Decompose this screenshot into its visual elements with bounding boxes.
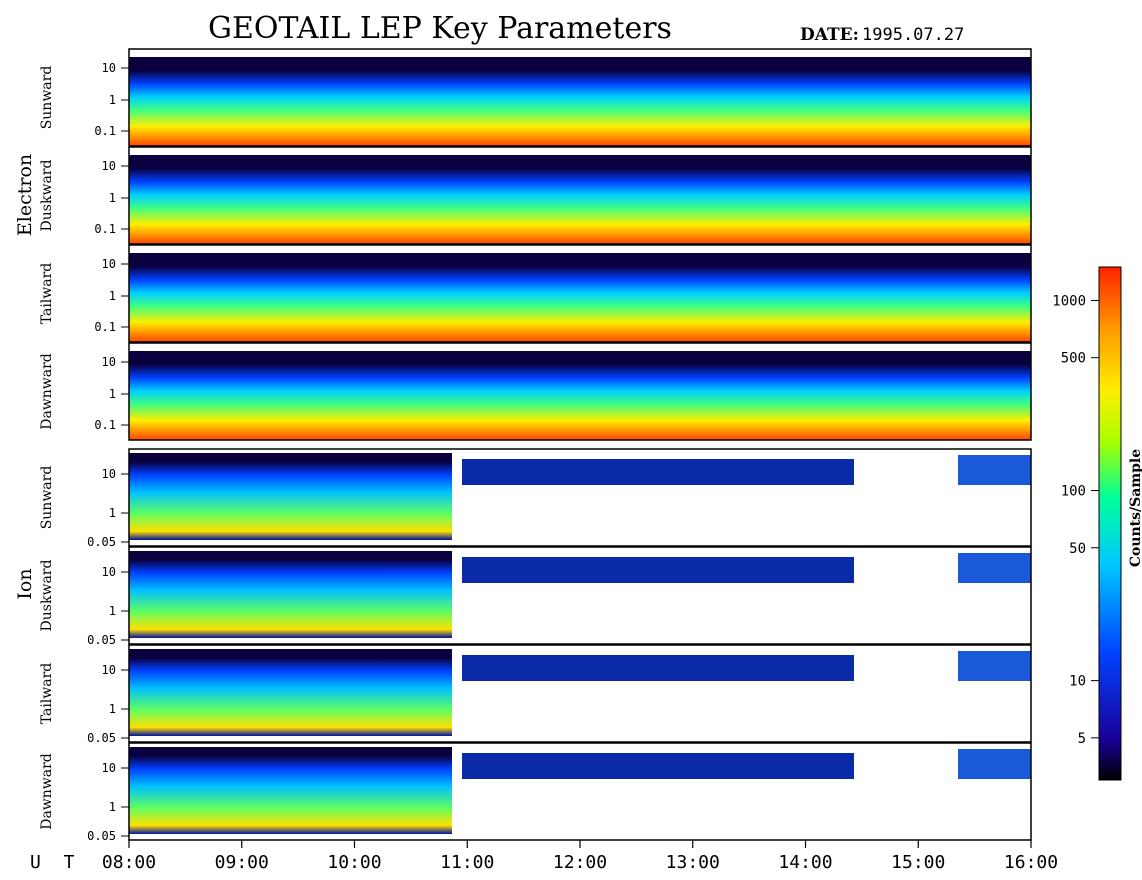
date-label: DATE: — [800, 25, 859, 45]
time-tick-label: 13:00 — [666, 852, 720, 873]
time-tick-label: 10:00 — [327, 852, 381, 873]
energy-tick-label: 0.05 — [87, 535, 116, 549]
colorbar-gradient — [1098, 266, 1122, 781]
colorbar-tick-label: 500 — [1061, 351, 1086, 367]
spectrogram-band — [129, 649, 452, 736]
panel-direction-label: Duskward — [39, 560, 55, 632]
spectrogram-band — [958, 651, 1031, 681]
panel-direction-label: Duskward — [39, 160, 55, 232]
energy-tick-label: 0.1 — [94, 418, 116, 432]
spectrogram-band — [129, 453, 452, 540]
spectrogram-band — [129, 551, 452, 638]
chart-title: GEOTAIL LEP Key Parameters — [208, 11, 672, 46]
spectrogram-panels — [128, 48, 1032, 841]
spectrogram-band — [129, 253, 1031, 342]
energy-tick-label: 1 — [109, 289, 116, 303]
time-axis: 08:00 09:00 10:00 11:00 12:00 13:00 14:00 15:00… — [102, 840, 1058, 873]
spectrogram-band — [462, 459, 854, 485]
spectrogram-band — [129, 57, 1031, 146]
panel-frame — [128, 342, 1032, 441]
energy-tick-label: 10 — [102, 61, 116, 75]
colorbar-label: Counts/Sample — [1128, 449, 1142, 567]
spectrogram-band — [129, 351, 1031, 440]
energy-tick-label: 10 — [102, 159, 116, 173]
spectrogram-fill — [129, 351, 1031, 440]
energy-tick-label: 1 — [109, 702, 116, 716]
panel-direction-label: Sunward — [39, 466, 55, 530]
time-tick-label: 14:00 — [778, 852, 832, 873]
energy-tick-label: 10 — [102, 257, 116, 271]
colorbar-tick-label: 50 — [1069, 541, 1086, 557]
energy-tick-label: 0.05 — [87, 829, 116, 843]
panel-direction-label: Dawnward — [39, 753, 55, 830]
panel-frame — [128, 48, 1032, 147]
spectrogram-fill — [129, 155, 1031, 244]
time-tick-label: 15:00 — [891, 852, 945, 873]
panel-direction-label: Tailward — [39, 263, 55, 325]
date-value: 1995.07.27 — [862, 25, 964, 45]
energy-tick-label: 0.1 — [94, 124, 116, 138]
spectrogram-fill — [129, 747, 1031, 834]
energy-tick-label: 10 — [102, 467, 116, 481]
colorbar-tick-label: 10 — [1069, 674, 1086, 690]
spectrogram-fill — [129, 57, 1031, 146]
panel-direction-label: Tailward — [39, 663, 55, 725]
colorbar-ticks: 1000 500 100 50 10 5 — [1052, 293, 1099, 747]
energy-tick-label: 1 — [109, 191, 116, 205]
energy-tick-label: 0.05 — [87, 633, 116, 647]
time-tick-label: 08:00 — [102, 852, 156, 873]
panel-frame — [128, 146, 1032, 245]
spectrogram-band — [958, 749, 1031, 779]
energy-tick-label: 10 — [102, 761, 116, 775]
energy-tick-label: 1 — [109, 387, 116, 401]
colorbar-tick-label: 1000 — [1052, 293, 1086, 309]
spectrogram-fill — [129, 253, 1031, 342]
colorbar: 1000 500 100 50 10 5 Counts/Sample — [1052, 266, 1142, 781]
spectrogram-band — [462, 753, 854, 779]
time-tick-label: 12:00 — [553, 852, 607, 873]
energy-tick-label: 1 — [109, 506, 116, 520]
time-axis-label: U T — [30, 852, 81, 873]
spectrogram-band — [462, 655, 854, 681]
panel-frame — [128, 244, 1032, 343]
spectrogram-band — [958, 553, 1031, 583]
panel-frame — [128, 546, 1032, 645]
spectrogram-fill — [129, 551, 1031, 638]
time-tick-label: 09:00 — [215, 852, 269, 873]
energy-tick-label: 1 — [109, 604, 116, 618]
panel-frame — [128, 644, 1032, 743]
energy-tick-label: 1 — [109, 93, 116, 107]
colorbar-tick-label: 100 — [1061, 484, 1086, 500]
energy-tick-label: 10 — [102, 565, 116, 579]
spectrogram-fill — [129, 453, 1031, 540]
energy-tick-label: 10 — [102, 355, 116, 369]
energy-tick-label: 0.1 — [94, 320, 116, 334]
energy-axis-labels: Sunward 10 1 0.1 Duskward 10 1 0.1 Tailward 10 1 0.… — [39, 61, 129, 843]
energy-tick-label: 0.1 — [94, 222, 116, 236]
panel-frame — [128, 448, 1032, 547]
group-label-ion: Ion — [14, 568, 36, 599]
spectrogram-band — [462, 557, 854, 583]
panel-direction-label: Dawnward — [39, 353, 55, 430]
time-tick-label: 11:00 — [440, 852, 494, 873]
spectrogram-band — [129, 155, 1031, 244]
time-tick-label: 16:00 — [1004, 852, 1058, 873]
spectrogram-band — [129, 747, 452, 834]
group-label-electron: Electron — [14, 154, 36, 236]
energy-tick-label: 0.05 — [87, 731, 116, 745]
spectrogram-band — [958, 455, 1031, 485]
panel-direction-label: Sunward — [39, 66, 55, 130]
energy-tick-label: 10 — [102, 663, 116, 677]
spectrogram-fill — [129, 649, 1031, 736]
colorbar-tick-label: 5 — [1078, 731, 1086, 747]
energy-tick-label: 1 — [109, 800, 116, 814]
